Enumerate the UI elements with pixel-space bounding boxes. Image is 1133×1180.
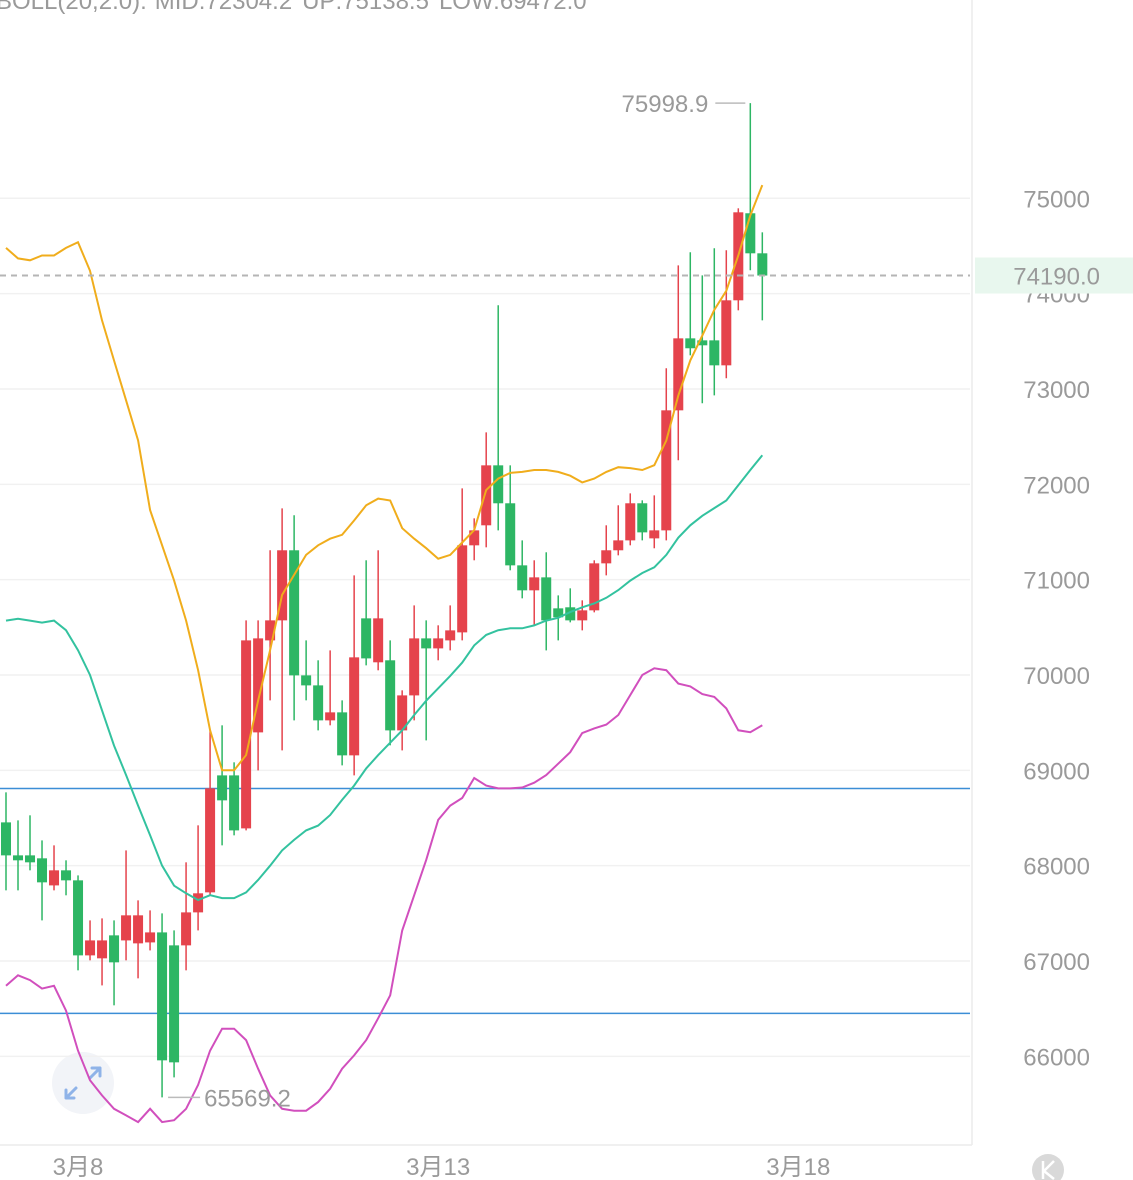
- candle-body: [625, 503, 636, 541]
- candle-body: [709, 340, 720, 366]
- candle-body: [133, 915, 144, 944]
- legend-title: BOLL(20,2.0):: [0, 0, 147, 15]
- candle-body: [685, 338, 696, 349]
- candle-body: [409, 638, 420, 696]
- candle-body: [589, 563, 600, 611]
- y-tick-label: 72000: [1023, 472, 1090, 499]
- candle-body: [349, 657, 360, 756]
- candle-body: [205, 788, 216, 893]
- y-tick-label: 73000: [1023, 377, 1090, 404]
- last-price-box: [975, 257, 1133, 294]
- candle-body: [397, 695, 408, 731]
- last-price-label: 74190.0: [1013, 264, 1100, 291]
- candle-body: [325, 712, 336, 721]
- candle-body: [181, 912, 192, 946]
- candle-body: [13, 855, 24, 861]
- legend-entry: UP:75138.5: [302, 0, 429, 15]
- candle-body: [361, 618, 372, 659]
- candle-body: [109, 935, 120, 963]
- candle-body: [457, 545, 468, 633]
- candle-body: [601, 550, 612, 564]
- candle-body: [337, 712, 348, 756]
- candle-body: [505, 503, 516, 566]
- candle-body: [697, 340, 708, 346]
- candle-body: [613, 540, 624, 551]
- y-tick-label: 71000: [1023, 568, 1090, 595]
- candle-body: [169, 945, 180, 1063]
- high-label: 75998.9: [622, 91, 709, 118]
- candle-body: [61, 870, 72, 881]
- candle-body: [49, 870, 60, 886]
- candle-body: [517, 565, 528, 591]
- candle-body: [421, 638, 432, 649]
- y-tick-label: 70000: [1023, 663, 1090, 690]
- candle-body: [757, 253, 768, 276]
- zoom-button[interactable]: [52, 1052, 114, 1114]
- candle-body: [385, 660, 396, 731]
- candle-body: [37, 858, 48, 883]
- k-icon: [1041, 1160, 1055, 1180]
- candle-body: [253, 638, 264, 733]
- x-tick-label: 3月8: [53, 1154, 104, 1180]
- bollinger-line: [5, 667, 763, 1124]
- candle-body: [565, 607, 576, 621]
- candle-body: [217, 775, 228, 801]
- y-tick-label: 66000: [1023, 1044, 1090, 1071]
- bollinger-line: [5, 454, 764, 902]
- candle-body: [661, 410, 672, 531]
- legend-entry: MID:72304.2: [155, 0, 292, 15]
- candle-body: [469, 530, 480, 546]
- candle-body: [145, 932, 156, 943]
- candle-body: [577, 610, 588, 621]
- k-button[interactable]: [1032, 1154, 1064, 1180]
- candle-body: [433, 638, 444, 649]
- candle-body: [445, 630, 456, 641]
- candle-body: [229, 775, 240, 831]
- candle-body: [157, 932, 168, 1061]
- candle-body: [649, 530, 660, 539]
- candle-body: [313, 685, 324, 721]
- candle-body: [721, 300, 732, 366]
- candle-body: [493, 465, 504, 504]
- candle-body: [289, 550, 300, 676]
- candle-body: [481, 465, 492, 526]
- candle-body: [265, 620, 276, 641]
- y-tick-label: 67000: [1023, 949, 1090, 976]
- candle-body: [25, 855, 36, 863]
- candle-body: [673, 338, 684, 411]
- y-tick-label: 69000: [1023, 758, 1090, 785]
- candle-body: [637, 503, 648, 533]
- candle-body: [241, 640, 252, 829]
- low-label: 65569.2: [204, 1085, 291, 1112]
- candle-body: [73, 880, 84, 956]
- candle-body: [529, 577, 540, 591]
- candle-body: [277, 550, 288, 621]
- bollinger-line: [5, 184, 764, 772]
- y-tick-label: 75000: [1023, 186, 1090, 213]
- candle-body: [121, 915, 132, 941]
- candle-body: [85, 940, 96, 956]
- candle-body: [541, 577, 552, 621]
- y-tick-label: 68000: [1023, 854, 1090, 881]
- x-tick-label: 3月13: [406, 1154, 470, 1180]
- zoom-icon: [64, 1066, 102, 1100]
- candle-body: [1, 822, 12, 856]
- candle-body: [97, 940, 108, 959]
- candle-body: [301, 675, 312, 686]
- candle-body: [745, 213, 756, 254]
- candle-body: [553, 608, 564, 618]
- candle-body: [193, 893, 204, 913]
- x-tick-label: 3月18: [766, 1154, 830, 1180]
- candle-body: [373, 618, 384, 663]
- legend-entry: LOW:69472.0: [439, 0, 587, 15]
